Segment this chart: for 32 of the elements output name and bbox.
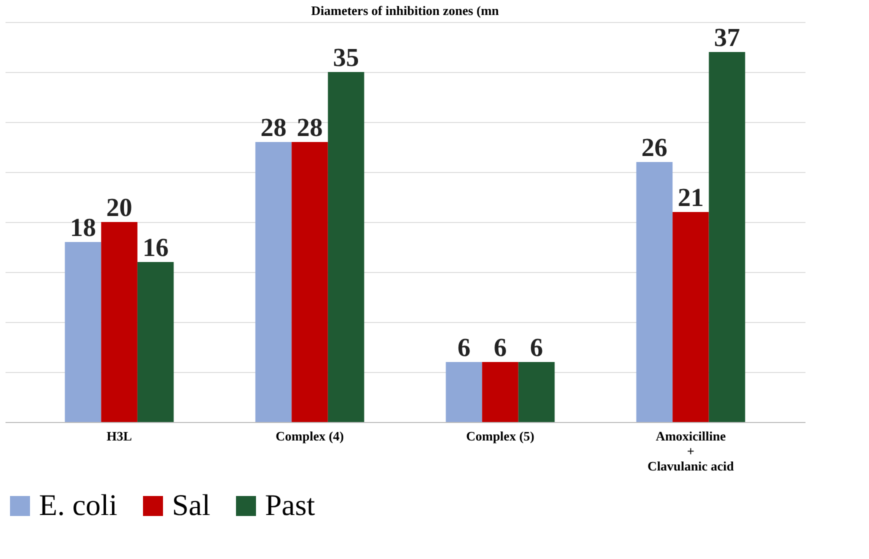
data-label: 28 <box>260 113 286 142</box>
bar <box>328 72 364 422</box>
x-tick-label: Amoxicilline + Clavulanic acid <box>648 428 735 474</box>
bar <box>518 362 555 422</box>
data-label: 6 <box>494 333 507 362</box>
legend-label: E. coli <box>39 489 118 522</box>
bar <box>255 142 292 422</box>
bar <box>137 262 174 422</box>
bar <box>446 362 482 422</box>
data-label: 26 <box>641 133 668 162</box>
data-label: 28 <box>296 113 323 142</box>
bar <box>672 212 709 422</box>
data-label: 6 <box>457 333 470 362</box>
x-tick-label: Complex (5) <box>466 428 534 444</box>
legend-label: Past <box>265 489 316 522</box>
bar <box>482 362 518 422</box>
data-label: 35 <box>333 43 360 72</box>
bar <box>636 162 673 422</box>
legend-label: Sal <box>172 489 210 522</box>
data-label: 6 <box>530 333 544 362</box>
data-label: 21 <box>678 183 704 212</box>
x-tick-label: H3L <box>106 428 132 444</box>
x-tick-label: Complex (4) <box>276 428 344 444</box>
chart-title: Diameters of inhibition zones (mn <box>311 3 500 18</box>
data-label: 16 <box>142 233 169 262</box>
data-label: 20 <box>106 193 132 222</box>
bar <box>292 142 328 422</box>
data-label: 18 <box>70 213 96 242</box>
bar <box>708 52 746 422</box>
data-label: 37 <box>714 23 740 52</box>
bar <box>64 242 102 422</box>
bar <box>101 222 138 422</box>
